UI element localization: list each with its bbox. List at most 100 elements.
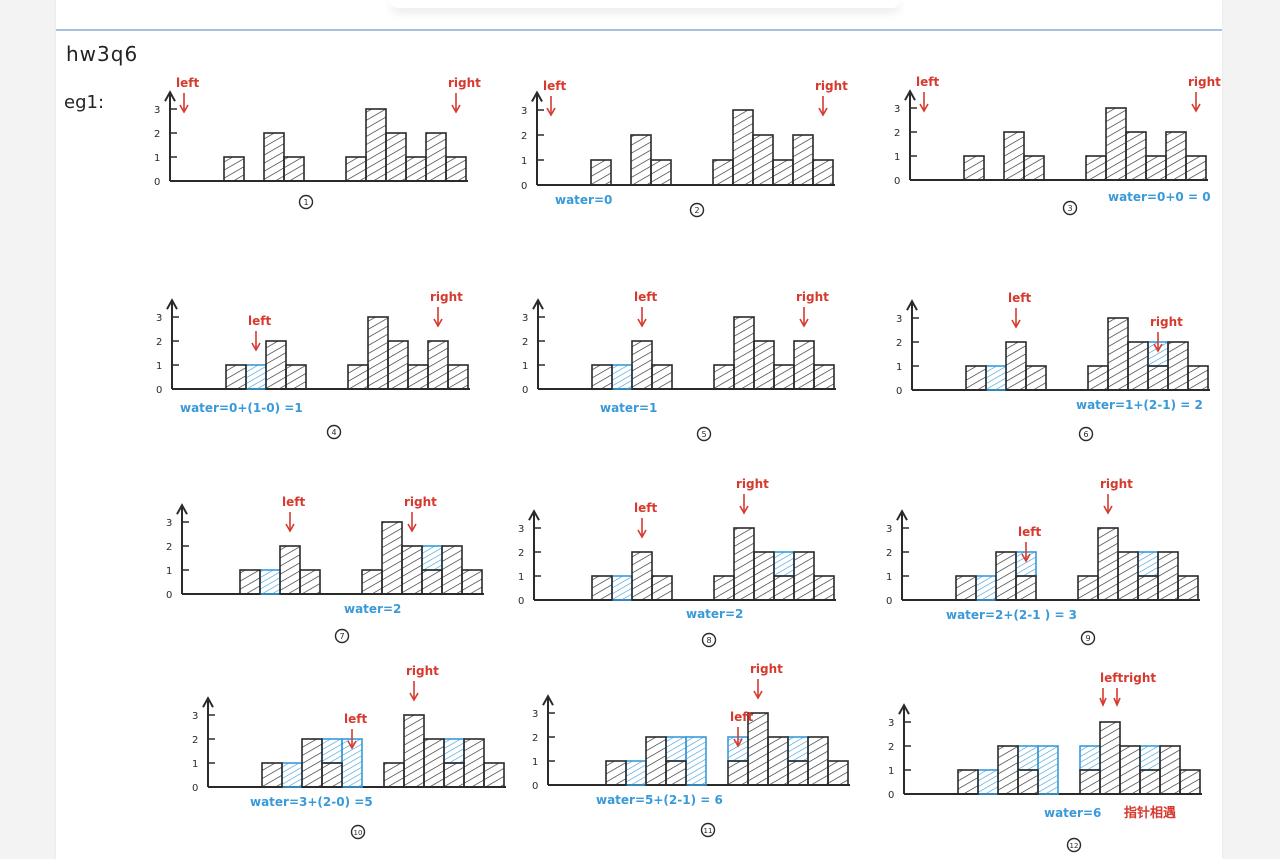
elevation-bar	[591, 364, 613, 390]
right-pointer-arrowhead	[409, 692, 419, 702]
y-tick-label: 3	[192, 711, 198, 722]
elevation-bar	[732, 109, 754, 186]
elevation-bar	[631, 551, 653, 601]
y-tick-label: 2	[886, 548, 892, 559]
elevation-bar	[301, 738, 323, 788]
y-tick-label: 2	[522, 337, 528, 348]
elevation-bar	[605, 760, 627, 786]
step-diagram-2: 0 1 2 3 left right water=0 2	[521, 79, 848, 218]
water-cell	[281, 762, 303, 788]
y-tick-label: 0	[166, 590, 172, 601]
y-tick-label: 3	[522, 313, 528, 324]
y-axis-arrow	[202, 696, 214, 708]
y-tick-label: 3	[888, 718, 894, 729]
leftright-pointer-label: leftright	[1100, 671, 1156, 685]
step-number-circle	[334, 628, 350, 644]
y-tick-label: 0	[522, 385, 528, 396]
pointer-arrowhead	[1099, 697, 1107, 708]
elevation-bar	[1023, 155, 1045, 181]
right-pointer-arrowhead	[1191, 103, 1201, 113]
y-tick-label: 2	[532, 733, 538, 744]
water-total-text: water=0+0 = 0	[1108, 190, 1211, 204]
elevation-bar	[813, 364, 835, 390]
water-total-text: water=2	[686, 607, 743, 621]
elevation-bar	[443, 762, 465, 788]
right-pointer-label: right	[406, 664, 439, 678]
left-pointer-label: left	[634, 290, 657, 304]
left-pointer-arrowhead	[285, 523, 295, 533]
elevation-bar	[773, 364, 795, 390]
water-cell	[975, 575, 997, 601]
elevation-bar	[591, 575, 613, 601]
elevation-bar	[1015, 575, 1037, 601]
y-axis-arrow	[176, 503, 188, 515]
y-axis-arrow	[896, 509, 908, 521]
y-tick-label: 0	[888, 790, 894, 801]
water-cell	[1139, 745, 1161, 771]
y-tick-label: 2	[896, 338, 902, 349]
elevation-bar	[712, 159, 734, 186]
step-diagram-11: 0 1 2 3 left right water=5+(2-1) = 6 11	[532, 662, 850, 838]
elevation-bar	[225, 364, 247, 390]
step-number: 6	[1083, 430, 1088, 439]
left-pointer-arrowhead	[179, 104, 189, 114]
y-tick-label: 0	[896, 386, 902, 397]
step-number-circle	[350, 824, 366, 840]
elevation-bar	[1105, 107, 1127, 181]
page-divider	[56, 29, 1222, 31]
elevation-bar	[713, 364, 735, 390]
right-pointer-label: right	[430, 290, 463, 304]
right-pointer-arrowhead	[739, 505, 749, 515]
y-axis-arrow	[542, 694, 554, 706]
water-cell	[611, 364, 633, 390]
water-cell	[321, 738, 343, 764]
elevation-bar	[1165, 131, 1187, 181]
elevation-bar	[813, 575, 835, 601]
elevation-bar	[299, 569, 321, 595]
step-diagram-7: 0 1 2 3 left right water=2 7	[166, 495, 484, 644]
step-diagram-5: 0 1 2 3 left right water=1 5	[522, 290, 836, 442]
water-cell	[245, 364, 267, 390]
right-pointer-arrowhead	[799, 318, 809, 328]
left-pointer-label: left	[1008, 291, 1031, 305]
water-total-text: water=0+(1-0) =1	[180, 401, 303, 415]
y-tick-label: 3	[894, 104, 900, 115]
step-number: 7	[339, 632, 344, 641]
right-pointer-arrowhead	[407, 523, 417, 533]
y-tick-label: 2	[192, 735, 198, 746]
y-axis-arrow	[898, 703, 910, 715]
elevation-bar	[1003, 131, 1025, 181]
water-total-text: water=1	[600, 401, 657, 415]
y-tick-label: 2	[888, 742, 894, 753]
right-pointer-arrowhead	[451, 104, 461, 114]
step-number: 12	[1070, 842, 1079, 850]
right-pointer-label: right	[736, 477, 769, 491]
step-diagram-9: 0 1 2 3 left right water=2+(2-1 ) = 3 9	[886, 477, 1200, 646]
step-number: 11	[704, 827, 713, 835]
elevation-bar	[441, 545, 463, 595]
elevation-bar	[753, 551, 775, 601]
water-cell	[773, 551, 795, 577]
elevation-bar	[1145, 155, 1167, 181]
left-pointer-arrowhead	[1021, 553, 1031, 563]
elevation-bar	[965, 365, 987, 391]
left-pointer-label: left	[248, 314, 271, 328]
water-cell	[1079, 745, 1101, 771]
water-total-text: water=0	[555, 193, 612, 207]
y-axis-arrow	[531, 90, 543, 102]
right-pointer-label: right	[796, 290, 829, 304]
elevation-bar	[963, 155, 985, 181]
y-tick-label: 0	[154, 177, 160, 188]
y-tick-label: 2	[154, 129, 160, 140]
elevation-bar	[427, 340, 449, 390]
elevation-bar	[787, 760, 809, 786]
elevation-bar	[1187, 365, 1209, 391]
elevation-bar	[753, 340, 775, 390]
step-number-circle	[696, 426, 712, 442]
y-tick-label: 1	[896, 362, 902, 373]
elevation-bar	[1107, 317, 1129, 391]
water-total-text: water=6	[1044, 806, 1101, 820]
left-pointer-label: left	[543, 79, 566, 93]
elevation-bar	[792, 134, 814, 186]
water-cell	[611, 575, 633, 601]
